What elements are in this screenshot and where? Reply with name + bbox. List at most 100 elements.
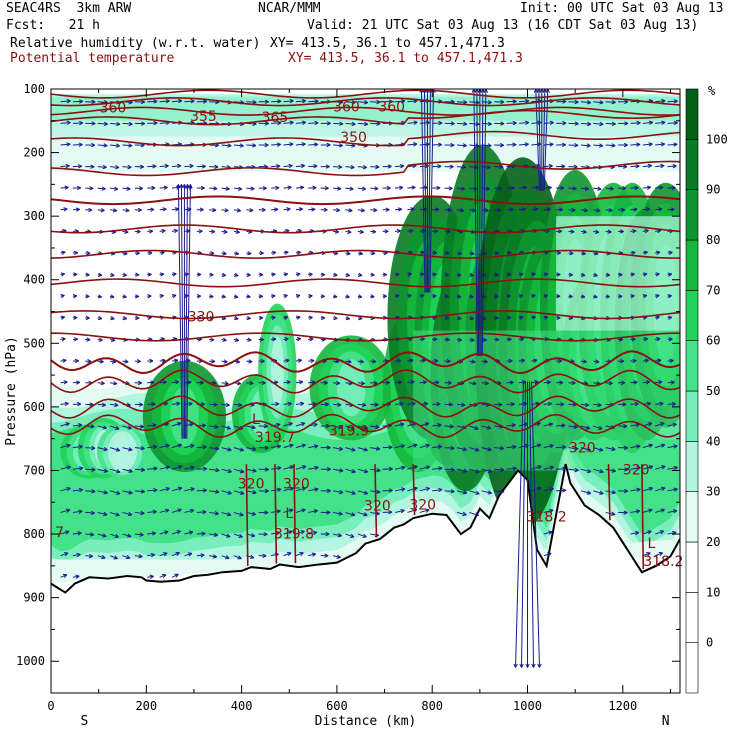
wind-vector xyxy=(419,186,428,189)
wind-vector xyxy=(97,166,107,168)
colorbar-label: 60 xyxy=(706,334,720,348)
wind-vector-head xyxy=(288,422,293,427)
wind-vector-head xyxy=(351,490,356,495)
wind-vector-head xyxy=(90,164,95,169)
wind-vector-head xyxy=(607,229,612,234)
wind-vector-head xyxy=(250,186,255,191)
wind-vector-head xyxy=(448,402,453,407)
wind-vector xyxy=(642,465,653,470)
wind-vector-head xyxy=(339,121,344,126)
wind-vector-head xyxy=(91,99,96,105)
colorbar-label: 0 xyxy=(706,636,713,650)
wind-vector-head xyxy=(586,447,591,452)
wind-vector-head xyxy=(670,380,675,385)
wind-vector xyxy=(295,487,306,492)
wind-vector xyxy=(667,510,678,513)
wind-vector xyxy=(481,403,490,406)
wind-vector xyxy=(221,511,232,516)
wind-vector-head xyxy=(569,250,574,256)
wind-vector-head xyxy=(287,185,292,190)
wind-vector-head xyxy=(456,294,462,299)
wind-vector xyxy=(667,445,678,449)
wind-vector-head xyxy=(78,142,83,147)
wind-vector-head xyxy=(289,98,294,104)
wind-vector-head xyxy=(661,98,666,104)
wind-vector-head xyxy=(252,446,257,452)
wind-vector xyxy=(85,555,93,557)
wind-vector-head xyxy=(246,294,251,299)
wind-vector xyxy=(72,489,83,492)
wind-vector-head xyxy=(326,510,331,515)
wind-vector-head xyxy=(475,490,480,495)
wind-vector-head xyxy=(400,444,406,449)
wind-vector-head xyxy=(558,358,563,364)
downdraft-vector-head xyxy=(537,663,542,668)
wind-vector-head xyxy=(164,530,169,535)
wind-vector xyxy=(159,466,170,470)
wind-vector xyxy=(333,187,342,190)
init-time: Init: 00 UTC Sat 03 Aug 13 xyxy=(520,1,724,16)
y-tick-label: 900 xyxy=(23,591,45,605)
wind-vector xyxy=(308,531,317,535)
wind-vector-head xyxy=(74,358,79,364)
wind-vector xyxy=(593,490,604,495)
wind-vector-head xyxy=(176,401,181,406)
wind-vector-head xyxy=(201,164,206,169)
wind-vector xyxy=(97,144,108,147)
underground-mask xyxy=(51,464,680,693)
wind-vector xyxy=(543,466,554,470)
wind-vector xyxy=(667,122,678,124)
wind-vector xyxy=(580,122,591,125)
updraft-vector xyxy=(186,184,191,439)
wind-vector-head xyxy=(495,250,500,256)
wind-vector-head xyxy=(326,467,331,472)
wind-vector-head xyxy=(444,315,450,321)
wind-vector-head xyxy=(620,207,626,213)
wind-vector-head xyxy=(407,293,412,299)
wind-vector-head xyxy=(314,487,319,492)
wind-vector-head xyxy=(471,359,476,364)
wind-vector xyxy=(171,487,183,492)
wind-vector-head xyxy=(296,250,302,255)
wind-vector xyxy=(345,511,356,516)
wind-vector xyxy=(72,510,83,513)
wind-vector-head xyxy=(147,294,152,299)
wind-vector-head xyxy=(78,444,83,449)
wind-vector-head xyxy=(346,251,351,256)
wind-vector xyxy=(531,381,539,384)
wind-vector xyxy=(357,144,368,147)
wind-vector xyxy=(221,447,232,451)
x-tick-label: 400 xyxy=(231,699,253,713)
wind-vector-head xyxy=(286,380,291,385)
wind-vector xyxy=(295,444,306,449)
wind-vector-head xyxy=(632,229,637,234)
wind-vector xyxy=(308,466,319,470)
wind-vector-head xyxy=(337,533,342,538)
wind-vector-head xyxy=(325,164,330,169)
wind-vector-head xyxy=(150,552,156,558)
wind-vector-head xyxy=(461,164,467,170)
wind-vector xyxy=(308,187,317,189)
wind-vector-head xyxy=(276,509,281,514)
wind-vector xyxy=(456,122,467,125)
wind-vector xyxy=(333,403,342,406)
wind-vector-head xyxy=(272,337,277,342)
wind-vector-head xyxy=(511,423,516,428)
wind-vector xyxy=(109,468,121,473)
wind-vector xyxy=(295,402,304,405)
wind-vector xyxy=(72,445,83,449)
updraft-vector xyxy=(538,89,542,191)
wind-vector-head xyxy=(88,553,94,559)
wind-vector-head xyxy=(323,207,328,212)
wind-vector-head xyxy=(259,315,264,321)
wind-vector-head xyxy=(300,163,306,169)
wind-vector-head xyxy=(655,315,660,320)
wind-vector-head xyxy=(128,121,133,127)
wind-vector xyxy=(295,552,304,557)
wind-vector-head xyxy=(580,294,586,299)
theta-label: 320 xyxy=(623,462,650,478)
colorbar-label: 10 xyxy=(706,585,720,599)
wind-vector-head xyxy=(396,358,402,363)
wind-vector-head xyxy=(470,337,475,342)
wind-vector xyxy=(667,531,677,535)
